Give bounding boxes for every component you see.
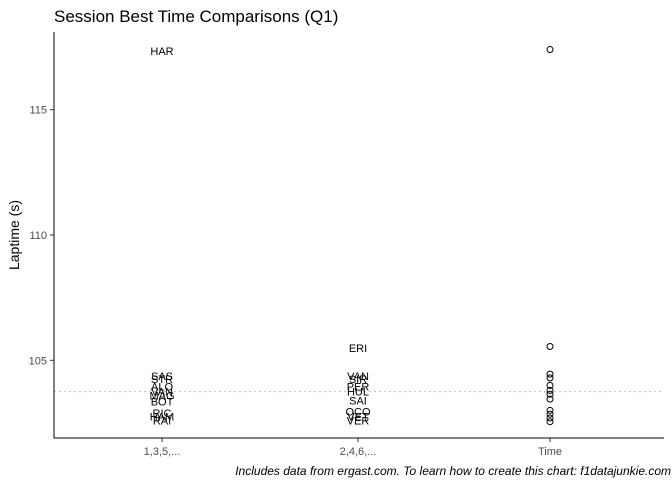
time-point — [546, 370, 554, 378]
driver-label: OCO — [345, 407, 371, 419]
driver-label: PER — [347, 382, 370, 394]
driver-label: HAR — [150, 46, 173, 58]
y-tick-label: 110 — [29, 230, 47, 242]
time-point — [546, 406, 554, 414]
time-point — [546, 381, 554, 389]
y-tick-label: 105 — [29, 355, 47, 367]
time-point — [546, 374, 554, 382]
driver-label: HAM — [150, 412, 174, 424]
time-point — [546, 418, 554, 426]
time-point — [546, 410, 554, 418]
driver-label: STR — [151, 374, 173, 386]
driver-label: SAS — [151, 371, 173, 383]
chart-title: Session Best Time Comparisons (Q1) — [54, 7, 338, 26]
y-axis-label: Laptime (s) — [6, 200, 22, 270]
time-point — [546, 414, 554, 422]
x-tick-label: Time — [538, 446, 562, 458]
driver-label: RAI — [153, 415, 171, 427]
driver-label: MAG — [149, 390, 174, 402]
x-tick-label: 2,4,6,... — [340, 446, 377, 458]
driver-label: BOT — [151, 397, 174, 409]
driver-label: VAN — [151, 387, 173, 399]
driver-label: SAI — [349, 395, 367, 407]
chart-caption: Includes data from ergast.com. To learn … — [235, 464, 671, 478]
plot-area: 105 110 115 1,3,5,... 2,4,6,... Time HAR SASSTR… — [29, 32, 664, 458]
driver-label: VET — [347, 412, 369, 424]
time-point — [546, 46, 554, 54]
driver-label: ERI — [349, 343, 367, 355]
time-point — [546, 343, 554, 351]
driver-label: VER — [347, 415, 370, 427]
time-point — [546, 386, 554, 394]
driver-label: SIR — [349, 374, 367, 386]
driver-label: RIC — [153, 408, 172, 420]
driver-label: VAN — [347, 371, 369, 383]
driver-label: ALO — [151, 382, 173, 394]
time-point — [546, 395, 554, 403]
y-tick-label: 115 — [29, 105, 47, 117]
driver-label: HUL — [347, 387, 369, 399]
x-tick-label: 1,3,5,... — [144, 446, 181, 458]
time-point — [546, 390, 554, 398]
